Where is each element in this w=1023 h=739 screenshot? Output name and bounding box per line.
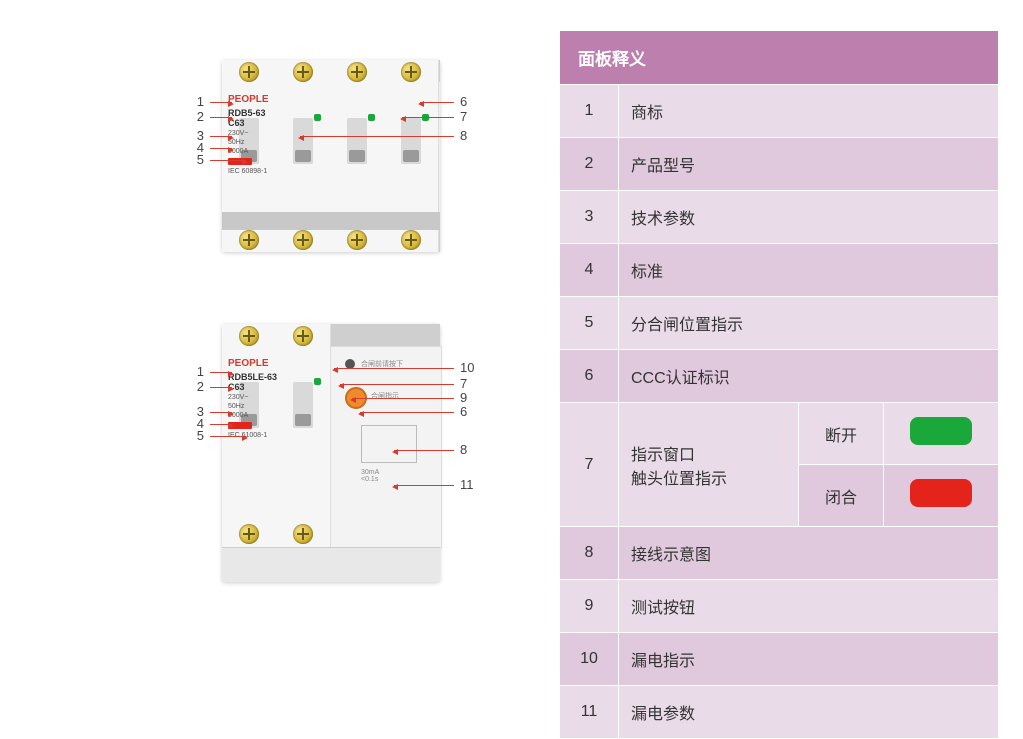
leader-line	[210, 160, 246, 161]
legend-num: 1	[560, 85, 619, 138]
breaker-toggle	[401, 118, 421, 164]
legend-label: 测试按钮	[619, 580, 999, 633]
legend-label: 商标	[619, 85, 999, 138]
legend-num: 10	[560, 633, 619, 686]
legend-title: 面板释义	[560, 31, 999, 85]
callout-number: 2	[0, 110, 204, 123]
leader-line	[394, 450, 454, 451]
status-led	[314, 378, 321, 385]
leader-line	[210, 387, 232, 388]
leader-line	[210, 372, 232, 373]
callout-number: 8	[460, 443, 467, 456]
callout-number: 9	[460, 391, 467, 404]
status-led	[314, 114, 321, 121]
breaker-toggle	[293, 118, 313, 164]
leader-line	[300, 136, 454, 137]
leader-line	[420, 102, 454, 103]
legend-num: 5	[560, 297, 619, 350]
leader-line	[210, 148, 232, 149]
legend-status-swatch	[884, 465, 999, 527]
wiring-diagram-icon	[361, 425, 417, 463]
legend-label: 指示窗口触头位置指示	[619, 403, 799, 527]
legend-num: 2	[560, 138, 619, 191]
legend-label: 漏电指示	[619, 633, 999, 686]
legend-num: 7	[560, 403, 619, 527]
screw-icon	[293, 230, 313, 250]
callout-number: 1	[0, 365, 204, 378]
screw-icon	[401, 62, 421, 82]
callout-number: 10	[460, 361, 474, 374]
rcd-params: 30mA<0.1s	[361, 469, 379, 483]
callout-number: 2	[0, 380, 204, 393]
screw-icon	[401, 230, 421, 250]
callout-number: 7	[460, 377, 467, 390]
legend-label: 产品型号	[619, 138, 999, 191]
screw-icon	[239, 230, 259, 250]
diagram-area: PEOPLERDB5-63C63230V~50Hz6000AIEC 60898-…	[0, 0, 555, 666]
legend-status-label: 闭合	[799, 465, 884, 527]
leader-line	[360, 412, 454, 413]
legend-label: 漏电参数	[619, 686, 999, 739]
legend-num: 9	[560, 580, 619, 633]
leader-line	[334, 368, 454, 369]
screw-icon	[239, 524, 259, 544]
callout-number: 7	[460, 110, 467, 123]
rcd-module: 合闸前请按下合闸指示30mA<0.1s	[330, 346, 442, 548]
callout-number: 11	[460, 478, 474, 491]
breaker-toggle	[293, 382, 313, 428]
legend-label: 分合闸位置指示	[619, 297, 999, 350]
leader-line	[210, 436, 246, 437]
callout-number: 6	[460, 405, 467, 418]
legend-label: 标准	[619, 244, 999, 297]
breaker-toggle	[347, 118, 367, 164]
screw-icon	[347, 62, 367, 82]
screw-icon	[293, 524, 313, 544]
legend-label: 技术参数	[619, 191, 999, 244]
callout-number: 5	[0, 429, 204, 442]
leader-line	[210, 424, 232, 425]
legend-num: 8	[560, 527, 619, 580]
brand-label: PEOPLE	[228, 94, 269, 107]
screw-icon	[239, 326, 259, 346]
legend-status-swatch	[884, 403, 999, 465]
legend-label: CCC认证标识	[619, 350, 999, 403]
legend-num: 6	[560, 350, 619, 403]
screw-icon	[239, 62, 259, 82]
leader-line	[210, 136, 232, 137]
screw-icon	[347, 230, 367, 250]
leader-line	[210, 102, 232, 103]
legend-num: 3	[560, 191, 619, 244]
rcd-mid-text: 合闸指示	[371, 391, 399, 401]
leader-line	[352, 398, 454, 399]
leader-line	[394, 485, 454, 486]
legend-label: 接线示意图	[619, 527, 999, 580]
leader-line	[340, 384, 454, 385]
leader-line	[210, 412, 232, 413]
legend-num: 11	[560, 686, 619, 739]
legend-num: 4	[560, 244, 619, 297]
screw-icon	[293, 62, 313, 82]
callout-number: 5	[0, 153, 204, 166]
status-led	[368, 114, 375, 121]
breaker-bottom: PEOPLERDB5LE-63C63230V~50Hz6000AIEC 6100…	[222, 324, 440, 582]
legend-table: 面板释义1商标2产品型号3技术参数4标准5分合闸位置指示6CCC认证标识7指示窗…	[559, 30, 999, 739]
screw-icon	[293, 326, 313, 346]
leader-line	[402, 117, 454, 118]
standard-label: IEC 60898-1	[228, 168, 267, 177]
callout-number: 6	[460, 95, 467, 108]
leader-line	[210, 117, 232, 118]
callout-number: 1	[0, 95, 204, 108]
breaker-top: PEOPLERDB5-63C63230V~50Hz6000AIEC 60898-…	[222, 60, 440, 252]
brand-label: PEOPLE	[228, 358, 269, 371]
legend-status-label: 断开	[799, 403, 884, 465]
callout-number: 8	[460, 129, 467, 142]
